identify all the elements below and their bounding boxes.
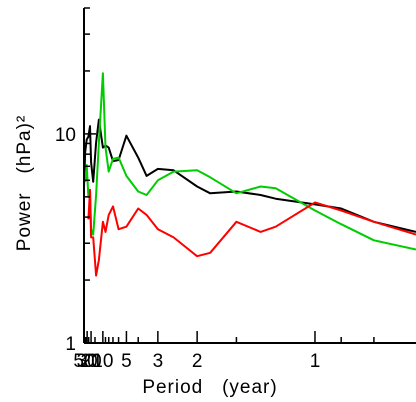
x-tick-label: 3 (153, 351, 164, 372)
y-tick-label: 10 (55, 125, 76, 146)
y-tick-label: 1 (65, 334, 76, 355)
series-line-0 (83, 118, 416, 233)
x-tick-label: 2 (192, 351, 203, 372)
series-lines (83, 72, 416, 277)
x-tick-label: 5 (121, 351, 132, 372)
x-axis-label: Period (year) (142, 377, 277, 398)
x-tick-label: 30 (77, 351, 98, 372)
y-axis-label: Power (hPa)² (14, 115, 35, 251)
x-tick-label: 10 (92, 351, 113, 372)
x-tick-label: 1 (310, 351, 321, 372)
x-tick-label: 20 (81, 351, 102, 372)
series-line-2 (87, 188, 416, 277)
series-line-1 (84, 72, 416, 251)
x-tick-label: 50 (73, 351, 94, 372)
